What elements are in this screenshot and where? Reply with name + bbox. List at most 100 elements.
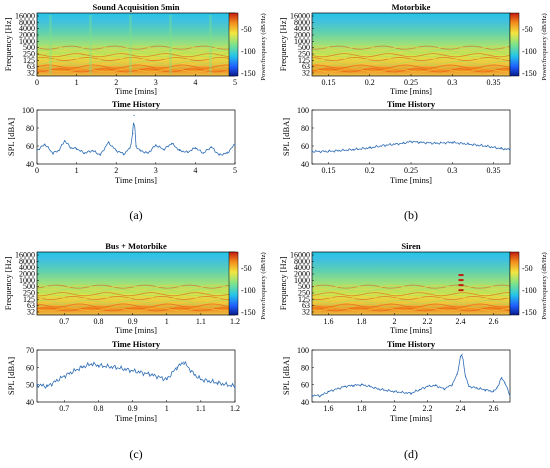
history-xtick-label: 0.35 [487, 166, 501, 175]
spectrogram-ylabel: Frequency [Hz] [278, 18, 288, 72]
spectrogram-band [36, 292, 236, 297]
history-ytick-label: 80 [26, 124, 34, 133]
history-data-point [186, 151, 189, 153]
history-ytick-label: 100 [22, 106, 34, 115]
history-data-point [171, 142, 173, 144]
spectrogram-texture [36, 284, 236, 312]
history-data-point [435, 384, 437, 387]
history-ytick-label: 60 [301, 142, 309, 151]
history-xtick-label: 0.2 [365, 166, 375, 175]
history-data-point [64, 140, 66, 142]
spectrogram-ytick-label: 125 [23, 295, 35, 304]
spectrogram-xtick-label: 2.2 [423, 317, 433, 326]
history-data-point [63, 375, 65, 377]
colorbar-tick-label: -100 [522, 47, 537, 56]
history-xtick-label: 2 [114, 166, 118, 175]
spectrogram-xtick-label: 3 [154, 78, 158, 87]
history-data-point [451, 141, 453, 143]
history-data-point [418, 141, 420, 143]
colorbar-tick-label: -150 [241, 308, 256, 317]
spectrogram-band [311, 53, 511, 58]
history-data-point [319, 395, 321, 397]
history-ylabel: SPL [dBA] [281, 118, 291, 156]
spectrogram-band [311, 292, 510, 297]
history-data-point [129, 147, 131, 149]
spectrogram-xlabel: Time [mins] [390, 86, 432, 96]
spectrogram-band [311, 60, 511, 65]
spectrogram-band [311, 49, 511, 54]
spectrogram-siren-band [458, 274, 464, 277]
history-ylabel: SPL [dBA] [6, 357, 16, 395]
history-ytick-label: 80 [301, 363, 309, 372]
history-data-point [504, 382, 506, 384]
spectrogram-ytick-label: 8000 [294, 257, 310, 266]
spectrogram-ytick-label: 1000 [294, 276, 310, 285]
history-data-point [210, 146, 212, 148]
history-xtick-label: 1.2 [230, 404, 240, 413]
history-ytick-label: 80 [301, 124, 309, 133]
subfigure-label: (b) [404, 208, 418, 222]
spectrogram-band [311, 288, 511, 293]
history-ytick-label: 60 [26, 363, 34, 372]
history-data-point [36, 149, 38, 152]
history-xtick-label: 1.8 [357, 404, 367, 413]
spectrogram-xtick-label: 0.25 [404, 78, 418, 87]
spectrogram-ytick-label: 1000 [294, 37, 310, 46]
spectrogram-ytick-label: 32 [27, 308, 35, 317]
history-data-point [377, 388, 379, 390]
history-data-point [311, 394, 313, 396]
history-data-point [135, 145, 137, 147]
spectrogram-texture [36, 45, 236, 73]
spectrogram-band [36, 303, 236, 308]
history-data-point [426, 385, 429, 387]
spectrogram-band [36, 295, 236, 301]
history-data-point [99, 154, 101, 156]
history-data-point [217, 382, 219, 384]
history-data-point [360, 384, 363, 386]
history-data-point [147, 152, 149, 154]
spectrogram-ytick-label: 63 [302, 301, 310, 310]
history-data-point [91, 363, 93, 365]
history-series-line [36, 122, 236, 156]
spectrogram-ytick-label: 250 [23, 50, 35, 59]
history-data-point [369, 385, 371, 387]
spectrogram-ytick-label: 4000 [19, 263, 35, 272]
history-xtick-label: 1.1 [196, 404, 206, 413]
history-xtick-label: 0.25 [404, 166, 418, 175]
history-data-point [36, 384, 38, 386]
colorbar-tick-label: -50 [241, 264, 252, 273]
spectrogram-band [36, 295, 236, 301]
history-data-point [58, 149, 60, 152]
history-data-point [418, 389, 420, 391]
history-data-point [149, 373, 151, 375]
history-data-point [234, 385, 236, 387]
history-xtick-label: 3 [154, 166, 158, 175]
spectrogram-event [169, 15, 172, 74]
colorbar-tick-label: -50 [522, 25, 533, 34]
history-data-point [218, 154, 220, 156]
history-xtick-label: 2.2 [423, 404, 433, 413]
history-data-point [179, 149, 181, 152]
spectrogram-xtick-label: 0.3 [447, 78, 457, 87]
spectrogram-texture [311, 284, 511, 312]
history-data-point [132, 132, 134, 134]
history-data-point [226, 152, 228, 154]
spectrogram-xtick-label: 0.9 [128, 317, 138, 326]
history-ylabel: SPL [dBA] [6, 118, 16, 156]
history-xtick-label: 1.6 [324, 404, 334, 413]
spectrogram-title: Motorbike [392, 2, 431, 12]
colorbar-tick-label: -50 [241, 25, 252, 34]
history-xlabel: Time [mins] [115, 413, 157, 423]
history-data-point [234, 143, 236, 145]
spectrogram-xtick-label: 0.35 [487, 78, 501, 87]
spectrogram-ytick-label: 16000 [15, 12, 35, 21]
history-ytick-label: 100 [297, 106, 309, 115]
spectrogram-band [311, 303, 511, 308]
spectrogram-xtick-label: 2.4 [456, 317, 466, 326]
colorbar [228, 251, 239, 316]
spectrogram-band [311, 295, 511, 301]
spectrogram-title: Siren [401, 241, 420, 251]
spectrogram-band [311, 284, 511, 289]
history-data-point [163, 149, 165, 151]
